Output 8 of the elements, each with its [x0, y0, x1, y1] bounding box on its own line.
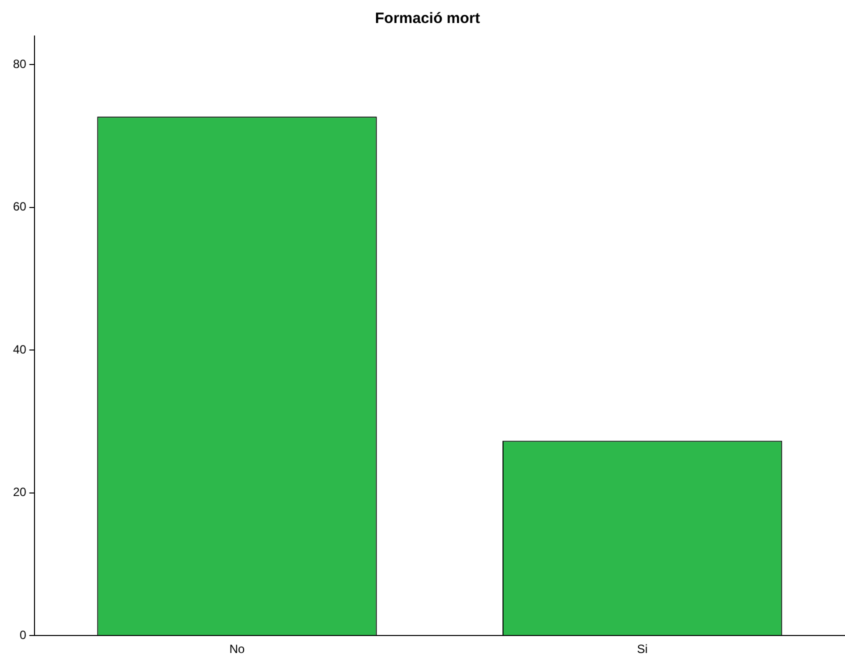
y-tick-label: 40: [12, 342, 27, 356]
y-tick-label: 80: [12, 56, 27, 71]
y-tick-label: 20: [12, 485, 27, 500]
x-tick-label: No: [229, 642, 246, 656]
chart-title: Formació mort: [374, 10, 480, 28]
x-tick-label: Si: [637, 642, 648, 656]
y-tick-label: 0: [20, 628, 27, 642]
y-tick-label: 60: [12, 200, 27, 214]
